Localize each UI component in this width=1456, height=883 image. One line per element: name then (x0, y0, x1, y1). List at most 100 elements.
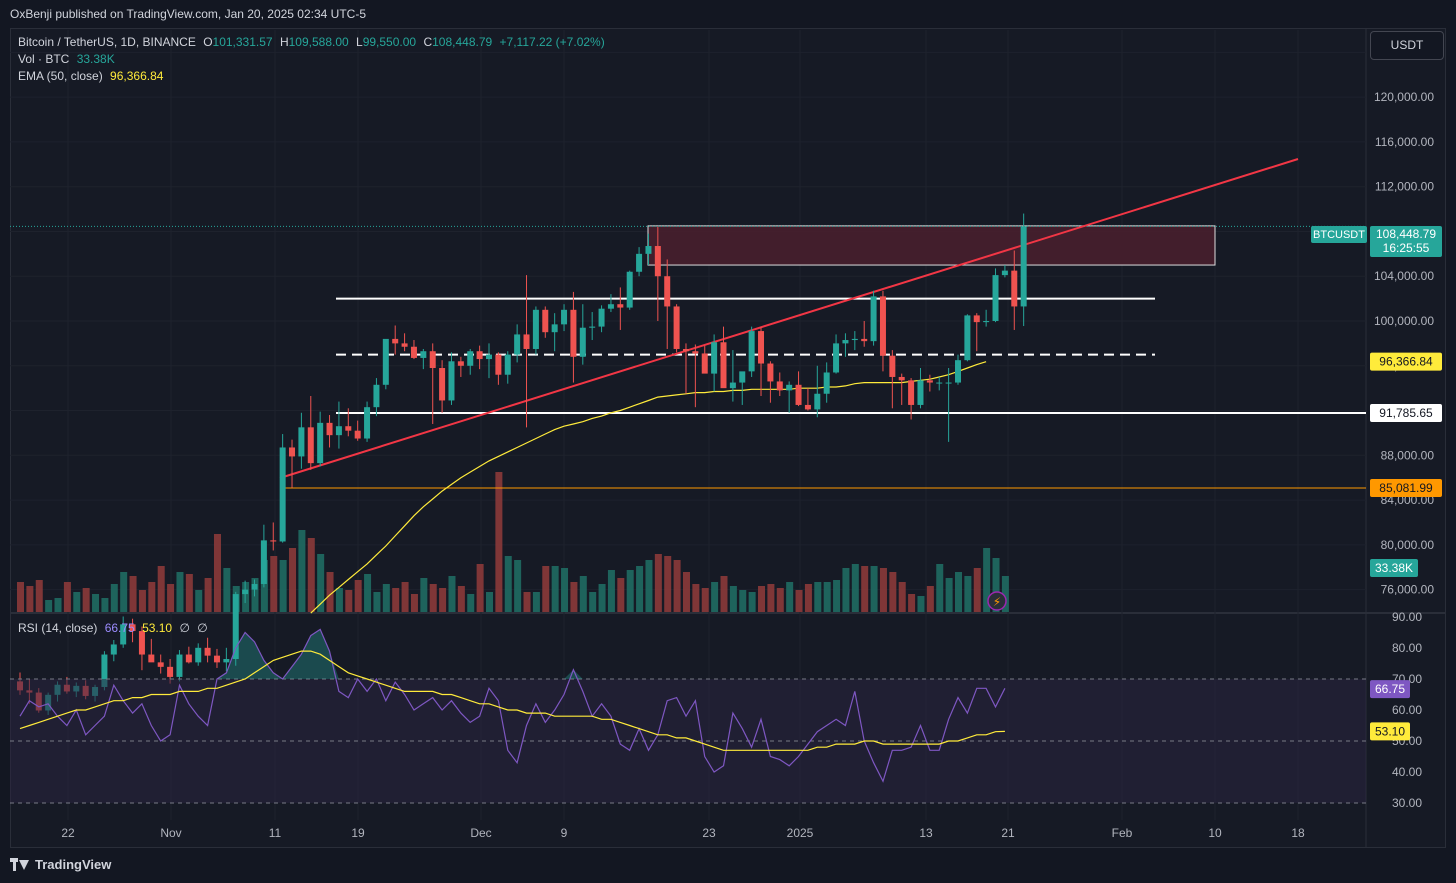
volume-bar (335, 588, 343, 612)
volume-bar (185, 574, 193, 612)
candle-body (185, 654, 192, 663)
legend-open-label: O (203, 35, 213, 49)
volume-bar (1001, 576, 1009, 612)
legend-volume-label: Vol · BTC (18, 52, 70, 66)
candle-body (729, 382, 736, 389)
rsi-value-label: 66.75 (1375, 682, 1405, 696)
candle-body (682, 348, 689, 352)
legend-close: 108,448.79 (432, 35, 493, 49)
rsi-line (19, 628, 1006, 783)
volume-bar (682, 572, 690, 612)
candle-body (992, 275, 999, 321)
candle-body (804, 404, 811, 410)
support-price-label-bg (1370, 403, 1442, 422)
candle-body (457, 361, 464, 366)
volume-bar (410, 594, 418, 612)
volume-bar (992, 558, 1000, 612)
legend-ema: 96,366.84 (110, 69, 164, 83)
volume-bar (401, 582, 409, 612)
candle-body (945, 382, 952, 384)
candle-body (561, 309, 568, 325)
volume-bar (748, 592, 756, 612)
candle-body (964, 315, 971, 361)
legend-row-symbol: Bitcoin / TetherUS, 1D, BINANCE O101,331… (18, 34, 605, 51)
volume-bar (664, 556, 672, 612)
volume-bar (983, 548, 991, 612)
countdown-label: 16:25:55 (1383, 241, 1430, 255)
rsi-null-1: ∅ (179, 621, 190, 635)
volume-bar (45, 600, 53, 612)
volume-bar (157, 566, 165, 612)
orange-price-label-bg (1370, 478, 1442, 497)
candle-body (607, 304, 614, 309)
volume-bar (729, 586, 737, 612)
volume-bar (448, 576, 456, 612)
rsi-tick-label: 80.00 (1392, 641, 1422, 655)
candle-body (364, 407, 371, 439)
candle-body (410, 346, 417, 358)
volume-bar (945, 578, 953, 612)
volume-bar (636, 566, 644, 612)
legend-row-ema: EMA (50, close) 96,366.84 (18, 68, 605, 85)
candle-body (767, 363, 774, 382)
candle-body (242, 589, 249, 595)
volume-bar (457, 586, 465, 612)
candle-body (486, 354, 492, 360)
volume-bar (786, 582, 794, 612)
volume-bar (767, 584, 775, 612)
time-tick-label: 11 (269, 826, 282, 840)
candle-body (495, 354, 502, 375)
volume-bar (392, 588, 400, 612)
candle-body (232, 594, 239, 660)
alert-bolt-icon (987, 591, 1007, 611)
volume-bar (307, 538, 315, 612)
candle-body (898, 376, 905, 381)
rsi-value-label-bg (1370, 680, 1410, 699)
publish-info: OxBenji published on TradingView.com, Ja… (10, 7, 366, 21)
symbol-tag: BTCUSDT (1313, 229, 1365, 241)
time-tick-label: 22 (61, 826, 75, 840)
volume-bar (964, 576, 972, 612)
candle-body (851, 338, 858, 341)
last-price-label: 108,448.79 (1376, 227, 1436, 241)
volume-bar (870, 566, 878, 612)
candle-body (542, 309, 549, 333)
candle-body (739, 371, 746, 383)
volume-bar (298, 530, 306, 612)
candle-body (1020, 226, 1027, 307)
volume-bar (289, 548, 297, 612)
candle-body (654, 246, 661, 277)
price-tick-label: 88,000.00 (1381, 448, 1435, 462)
legend-open: 101,331.57 (212, 35, 273, 49)
candle-body (617, 304, 624, 308)
volume-bar (486, 592, 493, 612)
volume-bar (373, 592, 381, 612)
price-tick-label: 100,000.00 (1374, 314, 1434, 328)
volume-label-bg (1370, 559, 1418, 577)
tradingview-logo[interactable]: TradingView (10, 857, 111, 872)
candle-body (926, 380, 933, 383)
volume-bar (223, 568, 231, 612)
legend-high: 109,588.00 (288, 35, 349, 49)
volume-bar (429, 584, 437, 612)
volume-bar (589, 592, 597, 612)
candle-body (354, 430, 361, 439)
currency-button[interactable]: USDT (1370, 31, 1444, 60)
price-tick-label: 76,000.00 (1381, 583, 1435, 597)
candle-body (326, 422, 333, 436)
candle-body (157, 662, 164, 667)
candle-body (1001, 270, 1008, 276)
volume-bar (317, 554, 325, 612)
candle-body (786, 384, 793, 391)
price-tick-label: 120,000.00 (1374, 90, 1434, 104)
candle-body (983, 321, 990, 323)
rsi-legend: RSI (14, close) 66.75 53.10 ∅ ∅ (18, 620, 208, 637)
volume-bar (823, 582, 831, 612)
volume-bar (176, 572, 184, 612)
volume-bar (570, 582, 578, 612)
candle-body (167, 666, 174, 677)
rsi-ma-label: 53.10 (1375, 724, 1405, 738)
volume-bar (279, 560, 287, 612)
candle-body (129, 624, 136, 632)
